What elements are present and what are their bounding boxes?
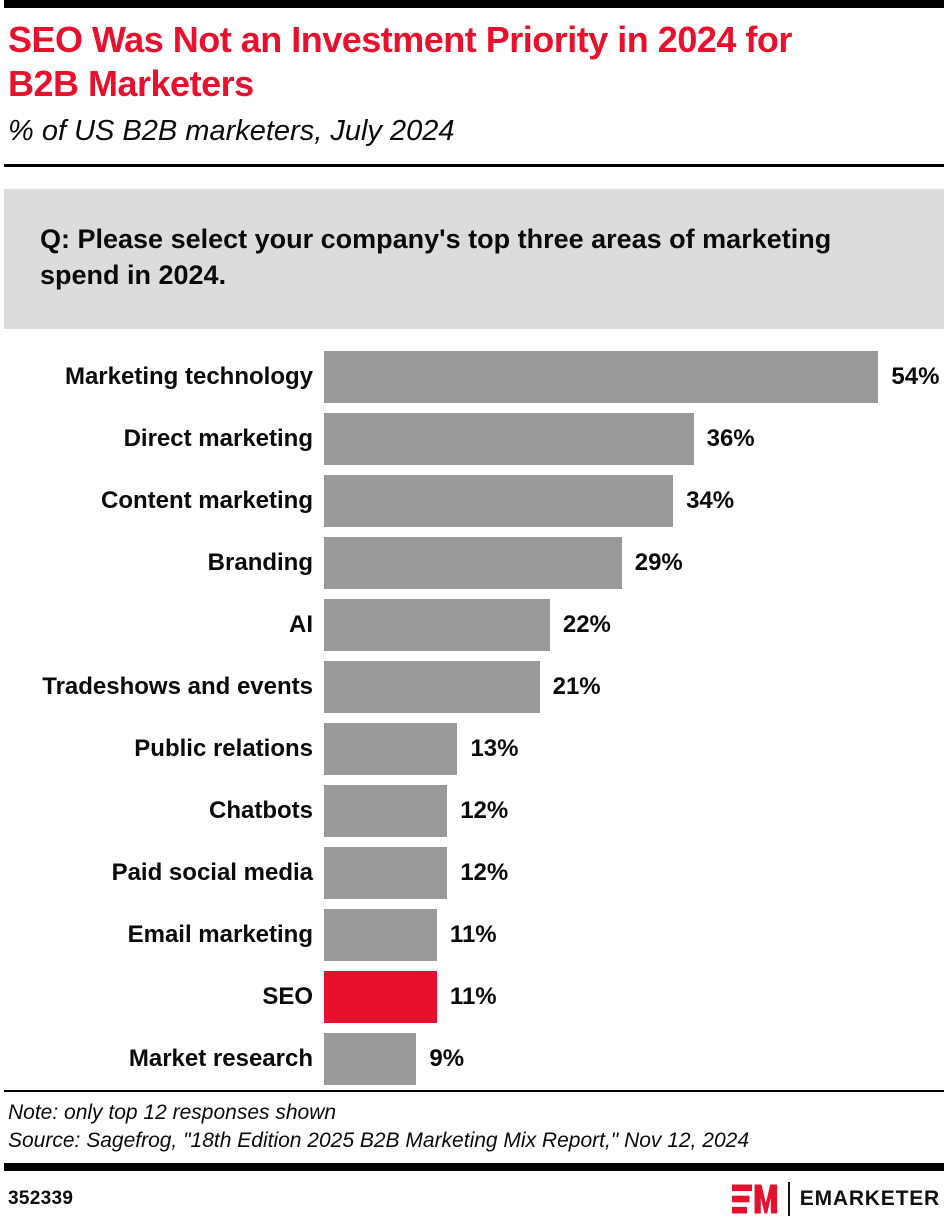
bar-track: 12% [324,785,948,838]
chart-title: SEO Was Not an Investment Priority in 20… [8,19,792,105]
bar [324,413,694,466]
bar-value: 11% [449,921,497,949]
logo-divider [787,1181,790,1216]
bar-value: 21% [552,673,601,701]
bar-track: 11% [324,971,948,1024]
chart-row: Branding 29% [0,532,948,594]
bar-label: Marketing technology [64,362,313,390]
bar-label: Paid social media [111,858,313,886]
bar [324,599,550,652]
chart-row: SEO 11% [0,966,948,1028]
bar-track: 9% [324,1033,948,1086]
bar-value: 11% [449,983,497,1011]
note-text: Note: only top 12 responses shown [8,1101,337,1125]
chart-row: Chatbots 12% [0,780,948,842]
bar [324,1033,417,1086]
bar-value: 12% [460,859,509,887]
bar [324,537,622,590]
bar-value: 54% [891,363,940,391]
chart-row: Public relations 13% [0,718,948,780]
bar [324,661,540,714]
bar-value: 34% [686,487,735,515]
survey-question-text: Q: Please select your company's top thre… [40,223,832,290]
bar [324,847,448,900]
note-divider [4,1090,944,1093]
bar [324,475,674,528]
bar-label: Branding [207,548,313,576]
bar-track: 36% [324,413,948,466]
chart-row: Direct marketing 36% [0,408,948,470]
bar-label: Tradeshows and events [42,672,313,700]
bar [324,723,458,776]
header: SEO Was Not an Investment Priority in 20… [0,8,948,148]
bar-value: 36% [706,425,755,453]
bar-track: 22% [324,599,948,652]
bar-value: 29% [634,549,683,577]
chart-row: Market research 9% [0,1028,948,1090]
bar-highlight [324,971,437,1024]
chart-row: Email marketing 11% [0,904,948,966]
bar-value: 9% [429,1045,465,1073]
survey-question-box: Q: Please select your company's top thre… [4,188,944,330]
bar [324,785,448,838]
bar-label: Public relations [134,734,313,762]
bar-chart: Marketing technology 54% Direct marketing 3… [0,346,948,1090]
chart-id: 352339 [8,1187,74,1209]
chart-row: Tradeshows and events 21% [0,656,948,718]
footer: 352339 EMARKETER [0,1171,948,1216]
bar-label: Email marketing [127,920,313,948]
header-divider [4,163,944,167]
bar-track: 34% [324,475,948,528]
bar-label: Market research [128,1044,313,1072]
bar [324,351,879,404]
bar-track: 54% [324,351,948,404]
bar-value: 22% [562,611,611,639]
bar-track: 21% [324,661,948,714]
chart-row: Paid social media 12% [0,842,948,904]
emarketer-logo: EMARKETER [731,1181,940,1216]
bar-value: 13% [470,735,519,763]
bar-track: 29% [324,537,948,590]
chart-subtitle: % of US B2B marketers, July 2024 [8,114,455,147]
source-text: Source: Sagefrog, "18th Edition 2025 B2B… [8,1129,749,1153]
bar-track: 11% [324,909,948,962]
bar-label: Content marketing [100,486,313,514]
bar-track: 12% [324,847,948,900]
footer-rule [4,1162,944,1171]
notes-block: Note: only top 12 responses shown Source… [0,1092,948,1163]
bar-label: AI [289,610,313,638]
bar-value: 12% [460,797,509,825]
bar-track: 13% [324,723,948,776]
bar-label: Direct marketing [123,424,313,452]
chart-row: AI 22% [0,594,948,656]
top-rule [4,0,944,8]
bar [324,909,437,962]
emarketer-wordmark: EMARKETER [799,1186,940,1210]
chart-row: Content marketing 34% [0,470,948,532]
bar-label: SEO [262,982,313,1010]
em-m-shape [754,1184,777,1214]
chart-row: Marketing technology 54% [0,346,948,408]
emarketer-em-mark-icon [731,1184,777,1214]
bar-label: Chatbots [209,796,313,824]
